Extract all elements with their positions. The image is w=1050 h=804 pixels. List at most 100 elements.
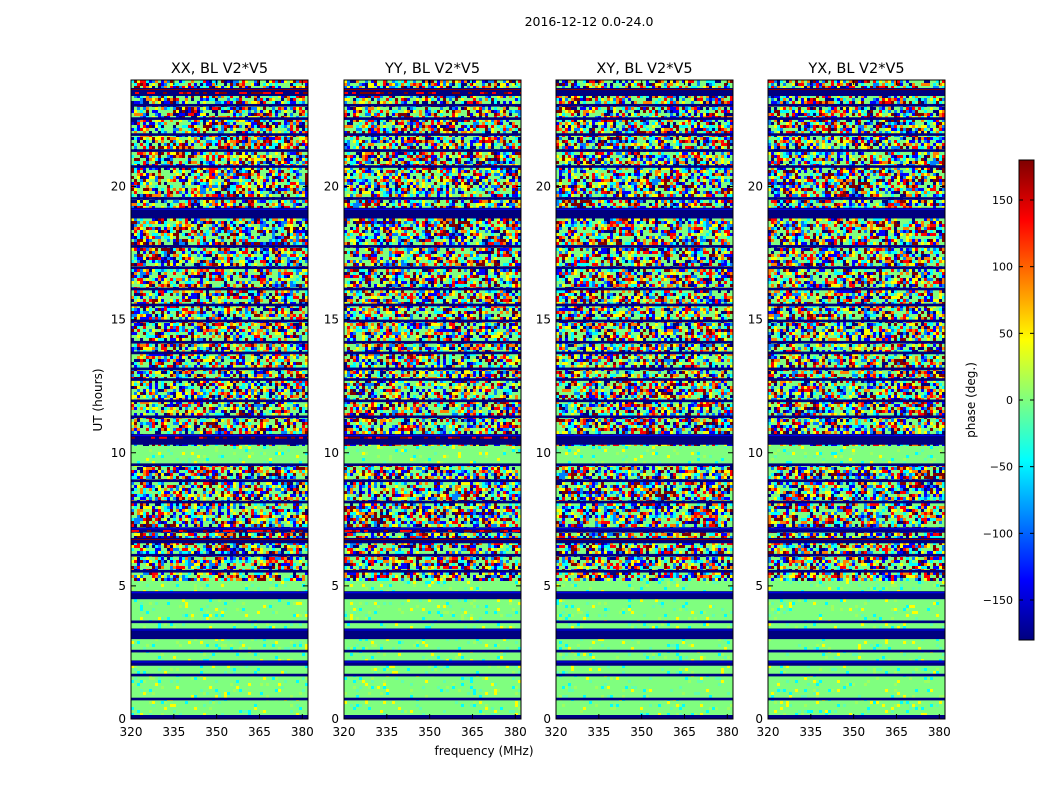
band-stripe [131,629,308,630]
x-tick-label: 350 [630,725,653,739]
red-streak [283,437,287,439]
red-streak [480,530,484,532]
red-streak [215,530,219,532]
red-streak [251,530,255,532]
flagged-band [556,674,733,677]
red-streak [452,437,456,439]
red-streak [348,530,352,532]
red-streak [352,92,356,94]
red-streak [219,92,223,94]
flagged-band [344,501,521,504]
red-streak [135,530,139,532]
flagged-band [131,674,308,677]
x-tick-label: 320 [757,725,780,739]
red-streak [400,530,404,532]
flagged-band [556,197,733,200]
colorbar-tick-label: 100 [992,261,1013,274]
red-streak [163,530,167,532]
red-streak [364,92,368,94]
band-stripe [131,89,308,90]
flagged-band [768,378,945,381]
red-streak [199,437,203,439]
y-tick-label: 15 [324,313,339,327]
flagged-band [131,620,308,623]
red-streak [203,530,207,532]
flagged-band [344,538,521,543]
band-stripe [131,539,308,540]
flagged-band [131,117,308,120]
flagged-band [768,715,945,719]
red-streak [299,530,303,532]
flagged-band [344,479,521,482]
red-streak [484,530,488,532]
red-streak [480,92,484,94]
red-streak [259,92,263,94]
red-streak [456,437,460,439]
flagged-band [556,341,733,344]
y-tick-label: 10 [748,446,763,460]
x-tick-label: 365 [673,725,696,739]
red-streak [484,92,488,94]
flagged-band [344,698,521,701]
panel-title: YY, BL V2*V5 [384,61,480,77]
flagged-band [344,674,521,677]
red-streak [344,92,348,94]
red-streak [428,92,432,94]
flagged-band [344,149,521,152]
flagged-band [131,352,308,355]
flagged-band [556,378,733,381]
panel-title: XY, BL V2*V5 [596,61,692,77]
red-streak [344,530,348,532]
y-tick-label: 0 [118,712,126,726]
red-streak [416,92,420,94]
red-streak [279,92,283,94]
red-streak [163,437,167,439]
red-streak [187,92,191,94]
band-stripe [131,209,308,210]
red-streak [372,92,376,94]
band-stripe [556,209,733,210]
red-streak [384,530,388,532]
band-stripe [344,539,521,540]
flagged-band [556,133,733,136]
y-tick-label: 15 [111,313,126,327]
flagged-band [768,197,945,200]
red-streak [364,530,368,532]
red-streak [368,92,372,94]
flagged-band [131,245,308,248]
red-streak [151,92,155,94]
red-streak [516,530,520,532]
red-streak [267,530,271,532]
red-streak [464,530,468,532]
x-tick-label: 380 [504,725,527,739]
band-stripe [344,209,521,210]
band-stripe [131,661,308,662]
flagged-band [344,554,521,557]
flagged-band [768,304,945,307]
flagged-band [344,288,521,291]
flagged-band [131,320,308,323]
red-streak [239,437,243,439]
flagged-band [768,570,945,573]
red-streak [275,437,279,439]
x-tick-label: 365 [248,725,271,739]
flagged-band [768,415,945,418]
x-tick-label: 350 [842,725,865,739]
band-stripe [556,89,733,90]
flagged-band [131,415,308,418]
flagged-band [556,352,733,355]
flagged-band [556,698,733,701]
flagged-band [344,368,521,371]
flagged-band [768,341,945,344]
flagged-band [344,245,521,248]
red-streak [408,530,412,532]
flagged-band [131,479,308,482]
band-stripe [131,435,308,436]
flagged-band [556,479,733,482]
y-tick-label: 20 [748,180,763,194]
red-streak [356,530,360,532]
y-tick-label: 5 [118,579,126,593]
flagged-band [344,620,521,623]
